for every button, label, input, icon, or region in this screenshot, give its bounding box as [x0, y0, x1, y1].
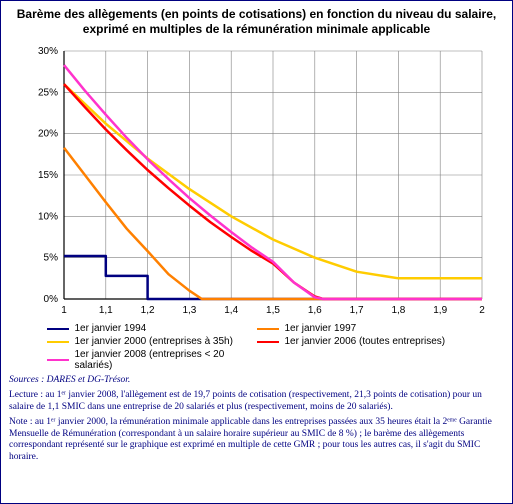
svg-text:1,3: 1,3 — [182, 305, 196, 316]
svg-text:25%: 25% — [37, 87, 57, 98]
legend-item: 1er janvier 2000 (entreprises à 35h) — [47, 336, 257, 347]
note-text: Note : au 1ᵉʳ janvier 2000, la rémunérat… — [9, 417, 504, 465]
legend-label: 1er janvier 2006 (toutes entreprises) — [285, 336, 446, 347]
svg-text:1,9: 1,9 — [433, 305, 447, 316]
svg-text:1,6: 1,6 — [307, 305, 321, 316]
svg-text:20%: 20% — [37, 129, 57, 140]
chart-notes: Sources : DARES et DG-Trésor. Lecture : … — [9, 375, 504, 464]
chart-title: Barème des allègements (en points de cot… — [9, 7, 504, 37]
svg-text:0%: 0% — [43, 294, 58, 305]
svg-text:1,4: 1,4 — [224, 305, 238, 316]
legend-swatch — [47, 328, 69, 330]
svg-text:1,1: 1,1 — [98, 305, 112, 316]
legend-item: 1er janvier 2008 (entreprises < 20 salar… — [47, 349, 257, 371]
legend-item: 1er janvier 2006 (toutes entreprises) — [257, 336, 467, 347]
legend-label: 1er janvier 2008 (entreprises < 20 salar… — [75, 349, 257, 371]
svg-text:1,5: 1,5 — [266, 305, 280, 316]
svg-text:2: 2 — [479, 305, 485, 316]
legend-swatch — [257, 328, 279, 330]
svg-text:30%: 30% — [37, 46, 57, 57]
chart-area: 0% 5% 10% 15% 20% 25% 30% 1 1,1 1,2 1,3 1,4 1,5 1,6 1,… — [22, 41, 492, 321]
legend-label: 1er janvier 1997 — [285, 323, 357, 334]
lecture-text: Lecture : au 1ᵉʳ janvier 2008, l'allègem… — [9, 390, 504, 414]
svg-text:1: 1 — [61, 305, 67, 316]
svg-text:5%: 5% — [43, 253, 58, 264]
svg-text:1,2: 1,2 — [140, 305, 154, 316]
line-chart: 0% 5% 10% 15% 20% 25% 30% 1 1,1 1,2 1,3 1,4 1,5 1,6 1,… — [22, 41, 492, 321]
svg-text:1,8: 1,8 — [391, 305, 405, 316]
legend-swatch — [47, 341, 69, 343]
legend-swatch — [47, 359, 69, 361]
svg-text:15%: 15% — [37, 170, 57, 181]
legend-label: 1er janvier 2000 (entreprises à 35h) — [75, 336, 233, 347]
legend-swatch — [257, 341, 279, 343]
source-text: Sources : DARES et DG-Trésor. — [9, 375, 504, 387]
legend: 1er janvier 1994 1er janvier 1997 1er janv… — [47, 323, 467, 371]
legend-label: 1er janvier 1994 — [75, 323, 147, 334]
legend-item: 1er janvier 1997 — [257, 323, 467, 334]
legend-item: 1er janvier 1994 — [47, 323, 257, 334]
svg-text:1,7: 1,7 — [349, 305, 363, 316]
svg-text:10%: 10% — [37, 211, 57, 222]
